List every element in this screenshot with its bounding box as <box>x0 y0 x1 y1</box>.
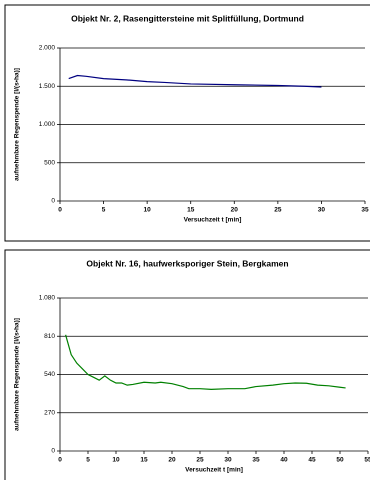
y-tick-label: 0 <box>51 198 55 205</box>
data-line <box>65 334 346 390</box>
x-tick-label: 5 <box>86 457 90 464</box>
y-tick-label: 1.500 <box>39 83 56 90</box>
chart: Objekt Nr. 16, haufwerksporiger Stein, B… <box>4 249 370 480</box>
x-tick-label: 30 <box>318 207 326 214</box>
x-tick-label: 10 <box>144 207 152 214</box>
x-tick-label: 15 <box>187 207 195 214</box>
chart-title: Objekt Nr. 2, Rasengittersteine mit Spli… <box>71 13 304 23</box>
y-tick-label: 0 <box>51 448 55 455</box>
y-tick-label: 1.000 <box>39 121 56 128</box>
x-tick-label: 45 <box>308 457 316 464</box>
y-tick-label: 500 <box>44 159 55 166</box>
y-tick-label: 540 <box>44 371 55 378</box>
y-tick-label: 810 <box>44 333 55 340</box>
x-tick-label: 55 <box>364 457 370 464</box>
x-axis-label: Versuchzeit t [min] <box>185 467 243 474</box>
x-tick-label: 35 <box>252 457 260 464</box>
x-tick-label: 10 <box>112 457 120 464</box>
chart-title: Objekt Nr. 16, haufwerksporiger Stein, B… <box>86 258 288 268</box>
y-axis-label: aufnehmbare Regenspende [l/(s•ha)] <box>14 68 21 181</box>
y-tick-label: 270 <box>44 409 55 416</box>
x-tick-label: 20 <box>231 207 239 214</box>
x-axis-label: Versuchzeit t [min] <box>184 217 242 224</box>
x-tick-label: 5 <box>102 207 106 214</box>
chart-frame <box>4 4 370 242</box>
x-tick-label: 0 <box>58 457 62 464</box>
y-tick-label: 2.000 <box>39 45 56 52</box>
x-tick-label: 50 <box>336 457 344 464</box>
x-tick-label: 40 <box>280 457 288 464</box>
chart-frame <box>4 249 370 480</box>
y-axis-label: aufnehmbare Regenspende [l/(s•ha)] <box>14 318 21 431</box>
x-tick-label: 35 <box>361 207 369 214</box>
x-tick-label: 30 <box>224 457 232 464</box>
x-tick-label: 15 <box>140 457 148 464</box>
data-line <box>68 74 322 88</box>
y-tick-label: 1.080 <box>39 295 56 302</box>
x-tick-label: 0 <box>58 207 62 214</box>
x-tick-label: 25 <box>196 457 204 464</box>
chart: Objekt Nr. 2, Rasengittersteine mit Spli… <box>4 4 370 242</box>
x-tick-label: 25 <box>274 207 282 214</box>
x-tick-label: 20 <box>168 457 176 464</box>
